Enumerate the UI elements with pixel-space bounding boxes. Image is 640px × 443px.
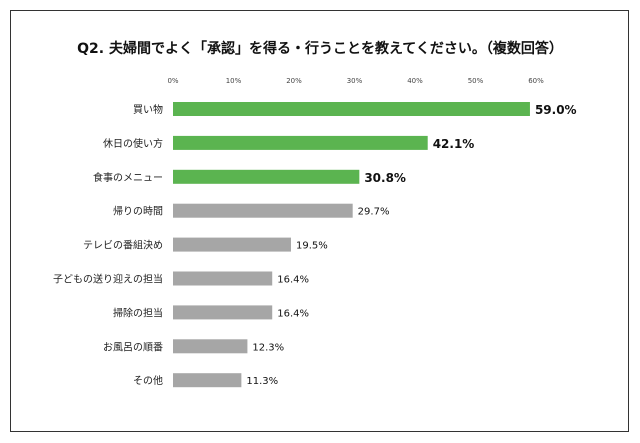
data-label: 12.3% (252, 342, 284, 353)
category-label: 休日の使い方 (103, 137, 163, 150)
data-label: 16.4% (277, 308, 309, 319)
x-tick-label: 30% (347, 77, 363, 85)
x-tick-label: 50% (468, 77, 484, 85)
category-label: その他 (133, 374, 163, 387)
x-tick-label: 20% (286, 77, 302, 85)
data-label: 11.3% (246, 376, 278, 387)
bar (173, 203, 353, 218)
bar (173, 271, 273, 286)
bar (173, 339, 248, 354)
data-label: 29.7% (358, 207, 390, 218)
data-label: 42.1% (433, 137, 475, 151)
category-label: 掃除の担当 (113, 306, 163, 319)
bar (173, 373, 242, 388)
data-label: 19.5% (296, 241, 328, 252)
bar (173, 169, 360, 184)
category-label: 子どもの送り迎えの担当 (53, 273, 163, 286)
chart-frame (10, 10, 629, 432)
bar (173, 305, 273, 320)
category-label: 買い物 (133, 103, 163, 116)
x-tick-label: 0% (167, 77, 178, 85)
x-tick-label: 60% (528, 77, 544, 85)
x-tick-label: 10% (226, 77, 242, 85)
chart-title: Q2. 夫婦間でよく「承認」を得る・行うことを教えてください。（複数回答） (77, 41, 563, 57)
bar (173, 135, 428, 150)
data-label: 30.8% (364, 171, 406, 185)
category-label: 食事のメニュー (93, 171, 163, 184)
x-tick-label: 40% (407, 77, 423, 85)
data-label: 16.4% (277, 275, 309, 286)
data-label: 59.0% (535, 103, 577, 117)
category-label: 帰りの時間 (113, 205, 163, 218)
category-label: お風呂の順番 (103, 341, 163, 353)
bar (173, 102, 530, 116)
category-label: テレビの番組決め (83, 239, 163, 252)
bar (173, 237, 291, 252)
